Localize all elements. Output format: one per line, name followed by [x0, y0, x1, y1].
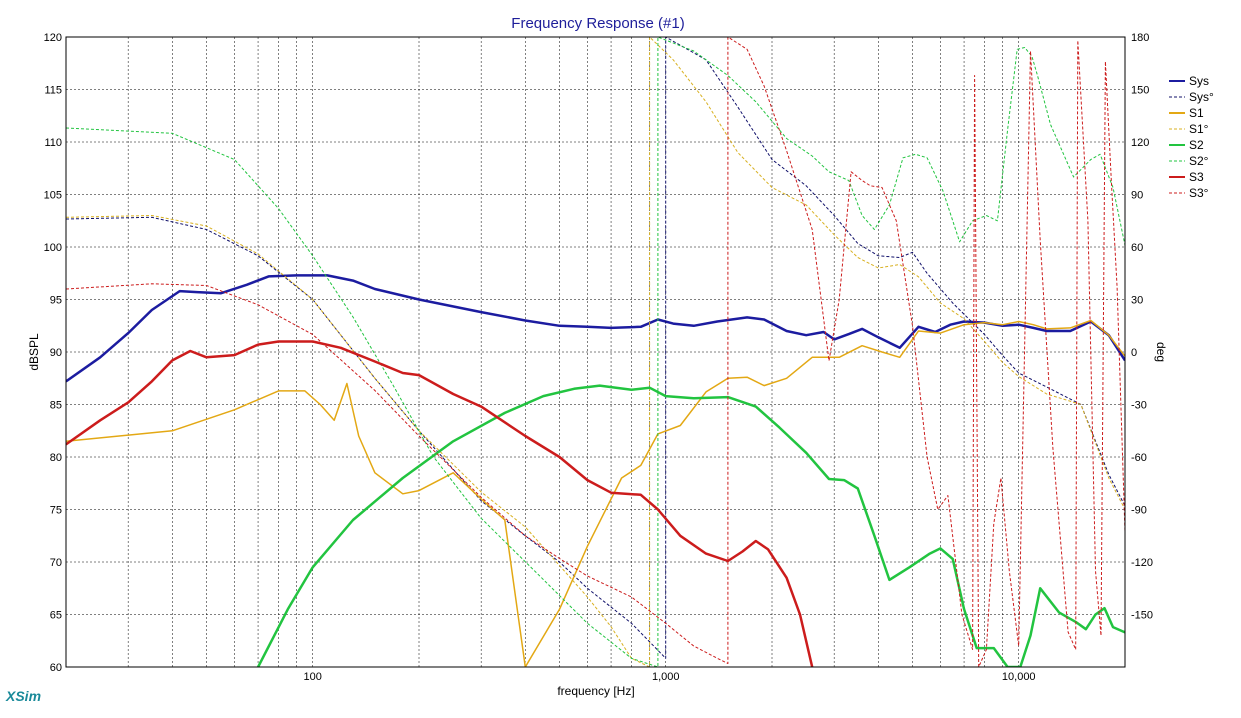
y-right-tick-label: -90 — [1131, 505, 1147, 517]
y-axis-left-ticks: 60 65 70 75 80 85 90 95 100 105 110 115 120 — [44, 32, 62, 674]
x-axis-label: frequency [Hz] — [557, 684, 634, 698]
y-right-tick-label: 90 — [1131, 190, 1143, 202]
series-line-6 — [66, 340, 814, 667]
y-left-tick-label: 100 — [44, 242, 62, 254]
y-right-tick-label: -120 — [1131, 557, 1153, 569]
series-line-4 — [256, 384, 1125, 667]
y-axis-right-ticks: -150 -120 -90 -60 -30 0 30 60 90 120 150 180 — [1131, 32, 1153, 622]
legend-label: Sys — [1189, 74, 1209, 88]
x-axis-ticks: 100 1,000 10,000 — [304, 671, 1036, 683]
y-left-tick-label: 60 — [50, 662, 62, 674]
x-tick-label: 1,000 — [652, 671, 680, 683]
y-left-tick-label: 85 — [50, 400, 62, 412]
series-line-1 — [66, 37, 1125, 659]
y-left-tick-label: 90 — [50, 347, 62, 359]
y-left-tick-label: 65 — [50, 610, 62, 622]
y-right-tick-label: -150 — [1131, 610, 1153, 622]
y-right-tick-label: 60 — [1131, 242, 1143, 254]
chart-title: Frequency Response (#1) — [511, 15, 684, 32]
y-right-tick-label: 150 — [1131, 85, 1149, 97]
series-lines — [66, 37, 1125, 667]
y-right-tick-label: -60 — [1131, 452, 1147, 464]
y-left-tick-label: 75 — [50, 505, 62, 517]
y-right-tick-label: 120 — [1131, 137, 1149, 149]
legend-label: S2° — [1189, 154, 1209, 168]
series-line-5 — [66, 37, 1125, 667]
y-left-tick-label: 110 — [44, 137, 62, 149]
x-tick-label: 100 — [304, 671, 322, 683]
y-right-tick-label: 180 — [1131, 32, 1149, 44]
y-axis-right-label: deg — [1154, 342, 1168, 362]
y-left-tick-label: 105 — [44, 190, 62, 202]
legend-label: S3 — [1189, 170, 1204, 184]
y-right-tick-label: 0 — [1131, 347, 1137, 359]
y-axis-left-label: dBSPL — [27, 333, 41, 371]
legend-label: S3° — [1189, 186, 1209, 200]
legend-label: S2 — [1189, 138, 1204, 152]
y-left-tick-label: 95 — [50, 295, 62, 307]
x-tick-label: 10,000 — [1002, 671, 1036, 683]
legend-label: S1° — [1189, 122, 1209, 136]
series-line-2 — [66, 319, 1125, 667]
y-left-tick-label: 70 — [50, 557, 62, 569]
y-left-tick-label: 120 — [44, 32, 62, 44]
y-right-tick-label: -30 — [1131, 400, 1147, 412]
y-right-tick-label: 30 — [1131, 295, 1143, 307]
legend-label: S1 — [1189, 106, 1204, 120]
y-left-tick-label: 80 — [50, 452, 62, 464]
series-line-7 — [66, 37, 1125, 667]
plot-frame — [65, 36, 1126, 668]
series-line-3 — [66, 37, 1125, 667]
app-brand: XSim — [6, 688, 42, 704]
y-left-tick-label: 115 — [44, 85, 62, 97]
legend: Sys Sys° S1 S1° S2 S2° S3 S3° — [1169, 74, 1214, 200]
legend-label: Sys° — [1189, 90, 1214, 104]
